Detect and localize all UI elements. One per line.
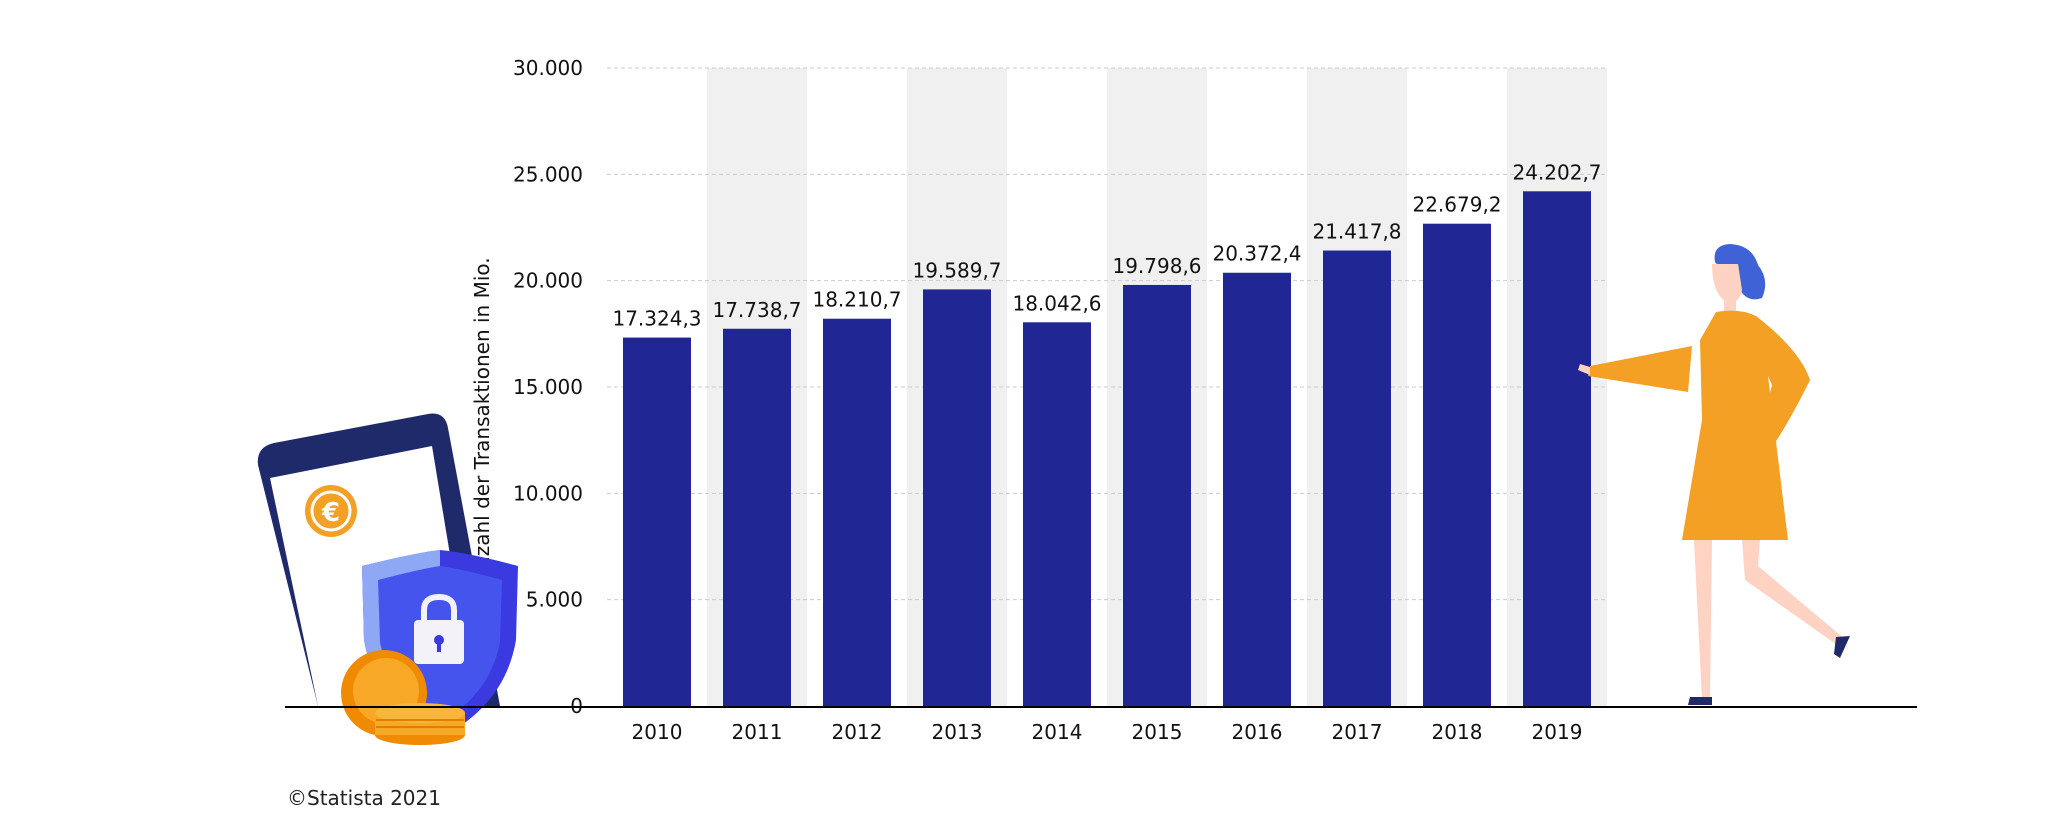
- y-tick-label: 20.000: [513, 269, 583, 293]
- x-tick-label: 2012: [832, 720, 883, 744]
- woman-pointing-illustration: [1578, 244, 1850, 705]
- x-tick-label: 2017: [1332, 720, 1383, 744]
- bar: [623, 337, 691, 706]
- data-label: 21.417,8: [1312, 220, 1401, 244]
- coins-icon: [341, 650, 465, 745]
- x-tick-label: 2010: [632, 720, 683, 744]
- source-credit: ©Statista 2021: [287, 786, 441, 810]
- x-tick-label: 2019: [1532, 720, 1583, 744]
- data-label: 18.042,6: [1012, 291, 1101, 315]
- bars: [623, 191, 1591, 707]
- bar: [1023, 322, 1091, 706]
- y-axis-label: Anzahl der Transaktionen in Mio.: [470, 257, 494, 582]
- x-tick-label: 2014: [1032, 720, 1083, 744]
- x-tick-label: 2018: [1432, 720, 1483, 744]
- data-label: 24.202,7: [1512, 160, 1601, 184]
- x-tick-label: 2015: [1132, 720, 1183, 744]
- value-labels: 17.324,3 17.738,7 18.210,7 19.589,7 18.042,6…: [612, 160, 1601, 330]
- x-tick-label: 2011: [732, 720, 783, 744]
- bar: [1523, 191, 1591, 706]
- data-label: 19.589,7: [912, 258, 1001, 282]
- data-label: 19.798,6: [1112, 254, 1201, 278]
- y-tick-label: 30.000: [513, 56, 583, 80]
- bar: [823, 318, 891, 706]
- data-label: 18.210,7: [812, 288, 901, 312]
- bar: [923, 289, 991, 706]
- data-label: 17.324,3: [612, 307, 701, 331]
- data-label: 17.738,7: [712, 298, 801, 322]
- x-tick-label: 2013: [932, 720, 983, 744]
- bar: [1323, 250, 1391, 707]
- y-tick-label: 10.000: [513, 481, 583, 505]
- x-axis-ticks: 2010 2011 2012 2013 2014 2015 2016 2017 2018 2019: [632, 720, 1583, 744]
- data-label: 22.679,2: [1412, 193, 1501, 217]
- y-tick-label: 5.000: [526, 588, 583, 612]
- y-tick-label: 25.000: [513, 162, 583, 186]
- bar: [1223, 272, 1291, 706]
- y-tick-label: 15.000: [513, 375, 583, 399]
- svg-text:€: €: [321, 498, 340, 528]
- x-tick-label: 2016: [1232, 720, 1283, 744]
- data-label: 20.372,4: [1212, 242, 1301, 266]
- bar: [1423, 223, 1491, 706]
- bar: [723, 328, 791, 706]
- bar: [1123, 284, 1191, 706]
